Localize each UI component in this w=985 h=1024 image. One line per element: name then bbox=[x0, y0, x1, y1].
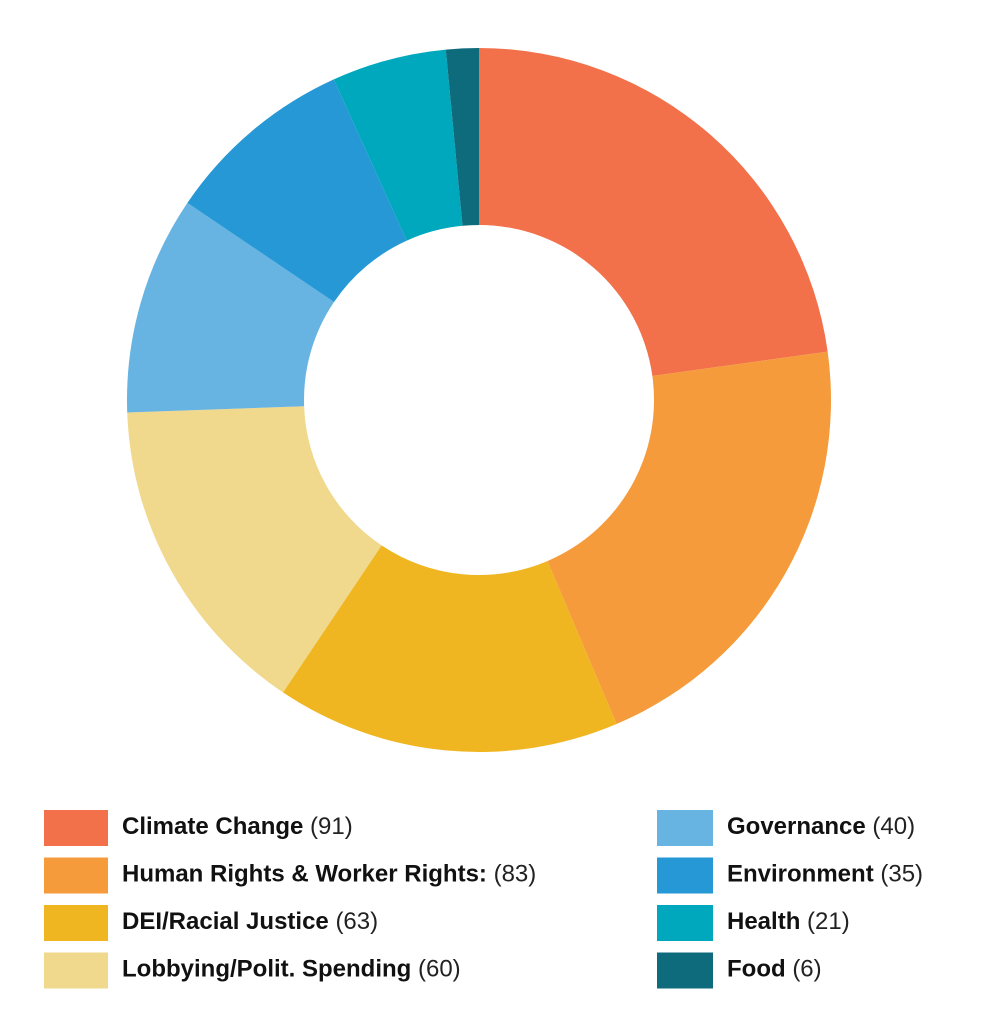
donut-segment bbox=[127, 202, 335, 413]
legend-label: Environment (35) bbox=[727, 861, 923, 888]
legend-label: Climate Change (91) bbox=[122, 813, 353, 840]
legend-name: Environment bbox=[727, 861, 874, 888]
legend-name: Health bbox=[727, 908, 800, 935]
donut-segment bbox=[187, 79, 407, 302]
legend-swatch bbox=[657, 905, 713, 941]
legend-swatch bbox=[44, 905, 108, 941]
legend-swatch bbox=[657, 810, 713, 846]
legend-label: Health (21) bbox=[727, 908, 850, 935]
legend-label: Human Rights & Worker Rights: (83) bbox=[122, 861, 536, 888]
legend-name: Governance bbox=[727, 813, 866, 840]
legend-name: Food bbox=[727, 956, 786, 983]
legend-label: DEI/Racial Justice (63) bbox=[122, 908, 378, 935]
legend-name: DEI/Racial Justice bbox=[122, 908, 329, 935]
donut-segment bbox=[445, 48, 479, 226]
legend-swatch bbox=[44, 810, 108, 846]
legend-value: (21) bbox=[807, 908, 850, 935]
legend-label: Lobbying/Polit. Spending (60) bbox=[122, 956, 461, 983]
legend-swatch bbox=[44, 857, 108, 894]
legend-value: (63) bbox=[335, 908, 378, 935]
legend-swatch bbox=[44, 952, 108, 989]
legend-swatch bbox=[657, 857, 713, 894]
legend-swatch bbox=[657, 952, 713, 989]
legend-label: Food (6) bbox=[727, 956, 822, 983]
legend-value: (60) bbox=[418, 956, 461, 983]
legend-name: Lobbying/Polit. Spending bbox=[122, 956, 411, 983]
donut-segment bbox=[283, 545, 617, 752]
legend-name: Human Rights & Worker Rights: bbox=[122, 861, 487, 888]
legend-name: Climate Change bbox=[122, 813, 303, 840]
donut-segment bbox=[547, 351, 831, 724]
legend-value: (6) bbox=[792, 956, 821, 983]
legend-value: (35) bbox=[880, 861, 923, 888]
legend-value: (91) bbox=[310, 813, 353, 840]
donut-segment bbox=[333, 49, 463, 241]
legend-label: Governance (40) bbox=[727, 813, 915, 840]
legend-value: (83) bbox=[494, 861, 537, 888]
donut-segment bbox=[479, 48, 828, 376]
donut-segment bbox=[127, 406, 382, 693]
legend-value: (40) bbox=[872, 813, 915, 840]
